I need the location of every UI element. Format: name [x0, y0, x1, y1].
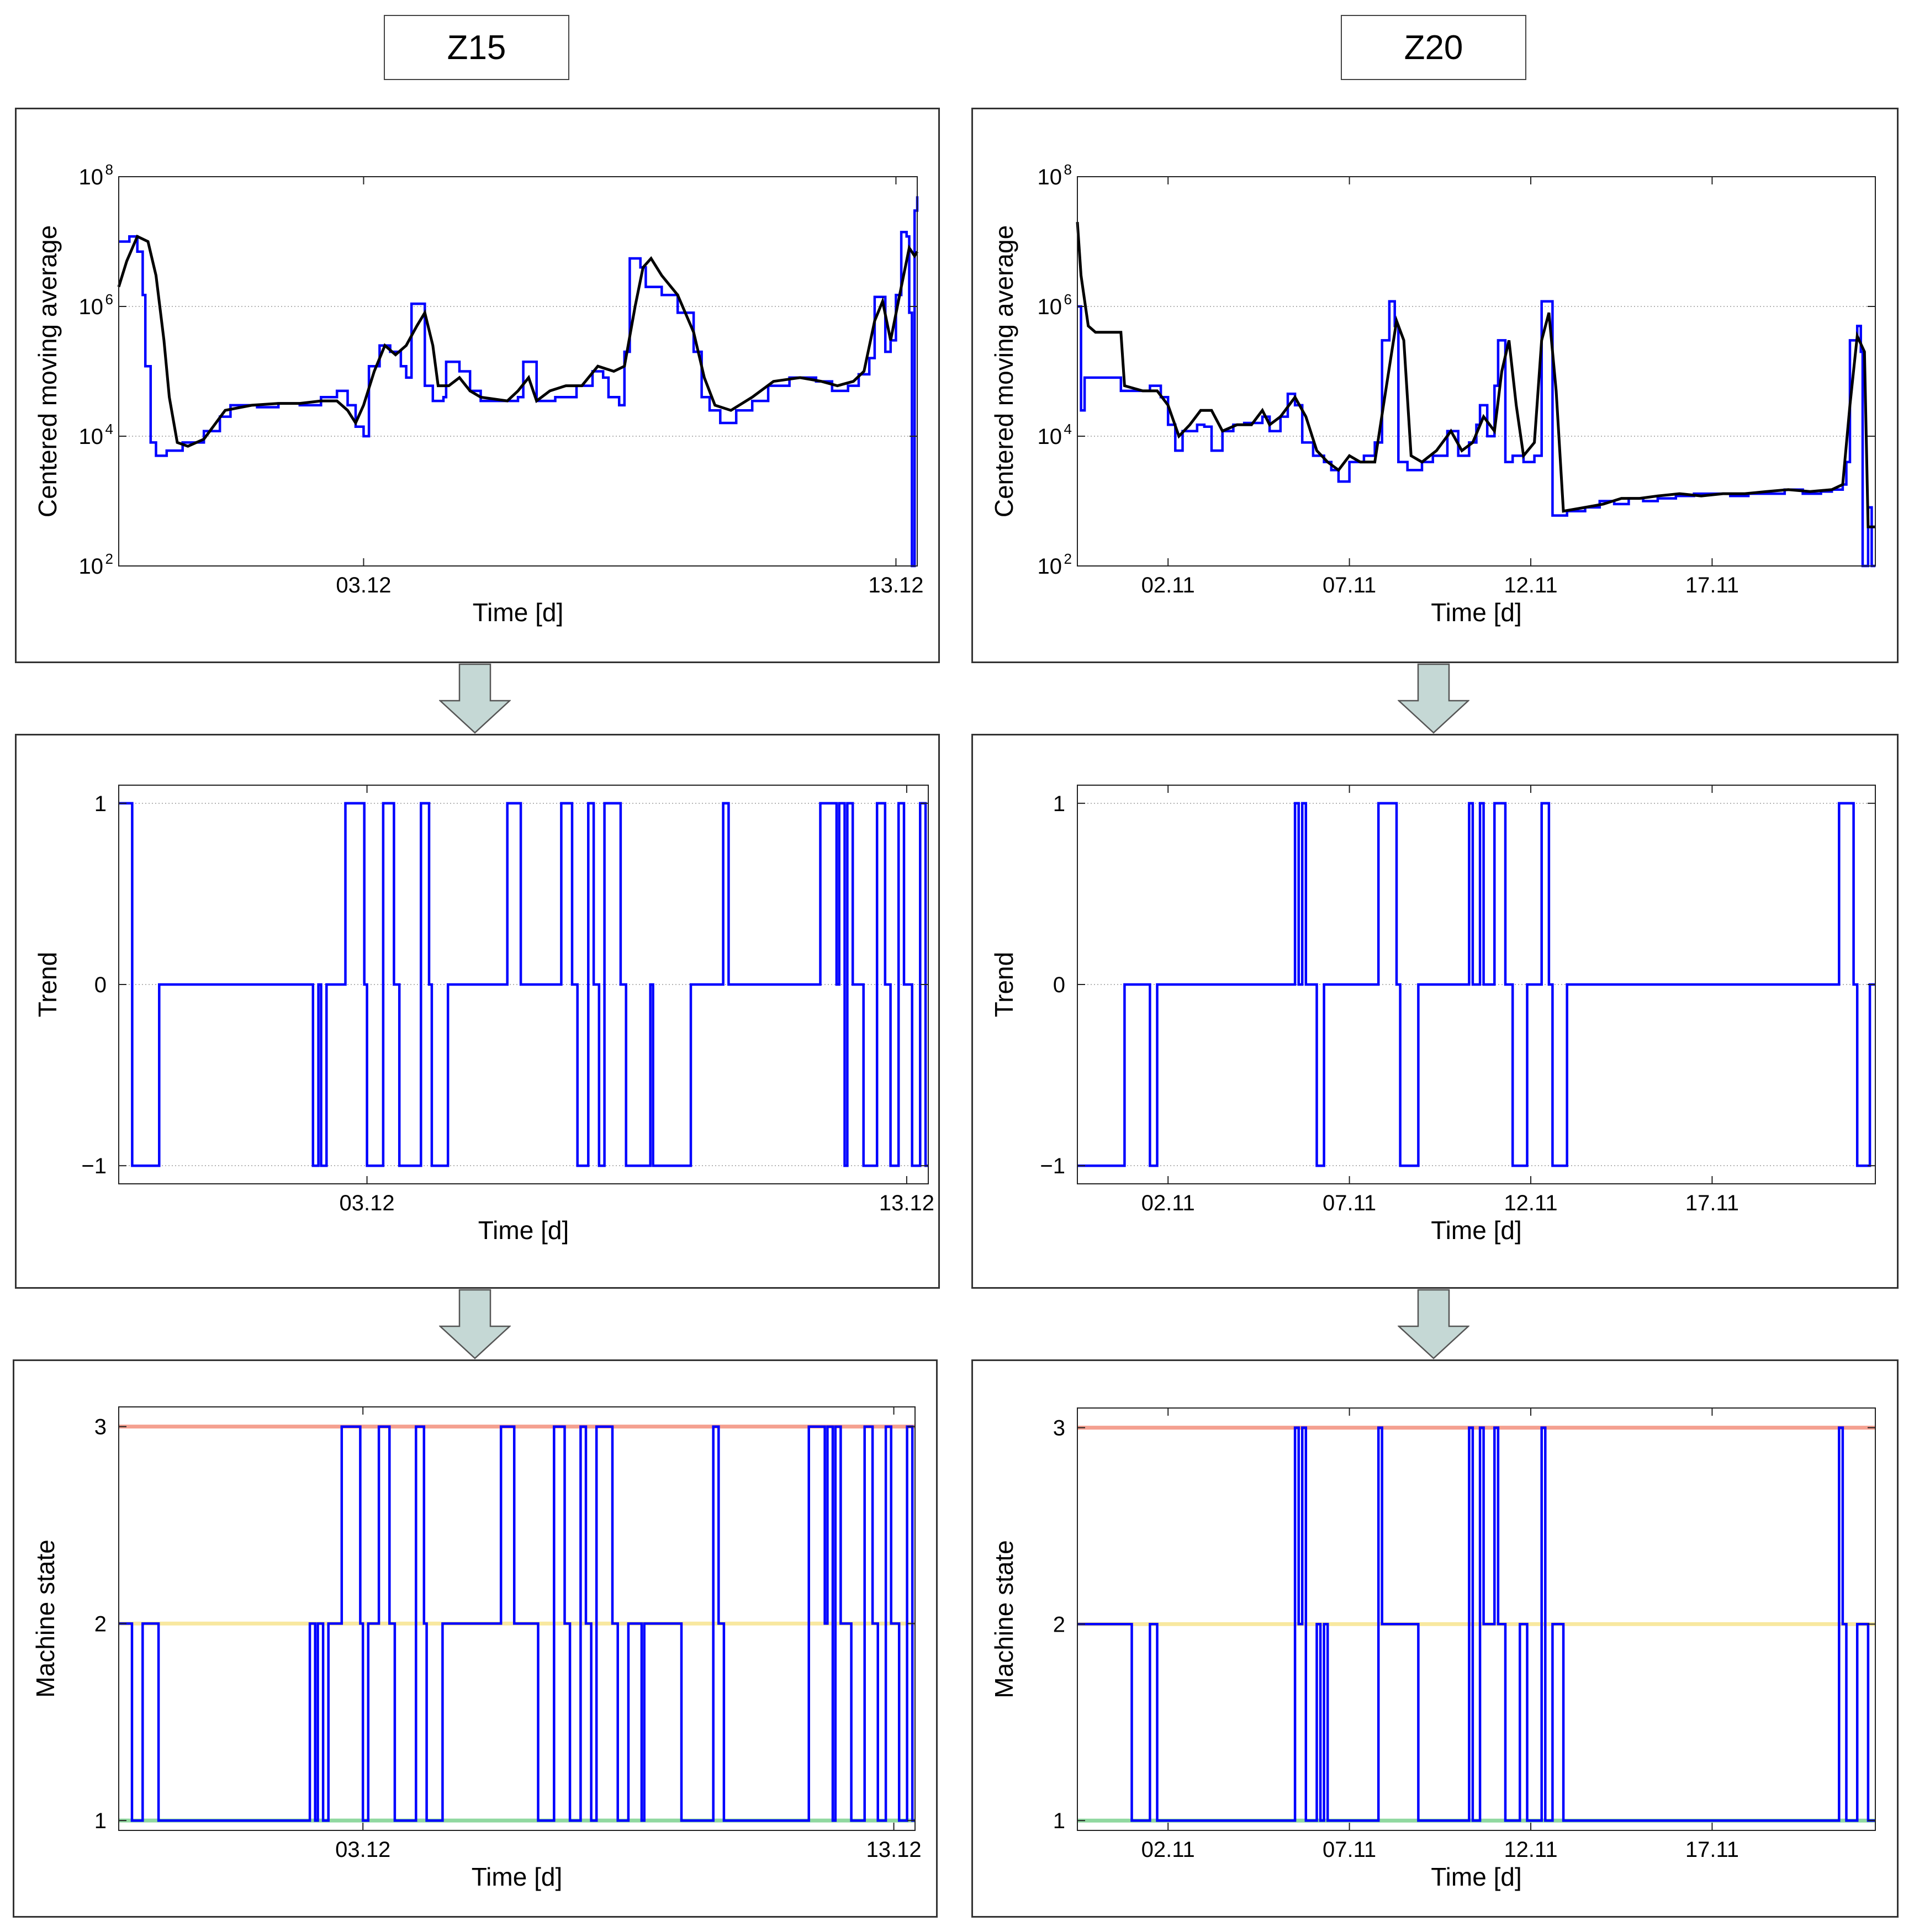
x-tick-label-1: 07.11 [1323, 1838, 1376, 1862]
y-tick-label-1: 10 [1038, 425, 1062, 449]
series-signal [1077, 802, 1875, 1167]
flow-arrow-z15-1 [439, 663, 511, 734]
panel-z20-cma: 10 2 10 4 10 6 10 8 02.11 07.11 12.11 17.11 Time [d]… [971, 108, 1899, 663]
y-tick-exponent-2: 6 [1064, 291, 1072, 308]
y-tick-label-1: 2 [1053, 1612, 1065, 1637]
chart-z20-trend: −1 0 1 02.11 07.11 12.11 17.11 Time [d] Trend [990, 785, 1876, 1245]
y-tick-label-2: 1 [94, 792, 107, 816]
y-tick-label-0: 1 [94, 1809, 107, 1833]
y-tick-label-1: 10 [79, 425, 104, 449]
panel-z15-trend: −1 0 1 03.12 13.12 Time [d] Trend [15, 734, 940, 1289]
series-smooth [117, 234, 919, 448]
flow-arrow-z15-2 [439, 1289, 511, 1359]
flow-arrow-z20-1 [1398, 663, 1469, 734]
y-tick-label-1: 2 [94, 1612, 107, 1636]
y-tick-label-3: 10 [1038, 165, 1062, 189]
y-tick-exponent-0: 2 [1064, 551, 1072, 567]
y-axis-label: Centered moving average [990, 225, 1018, 517]
flow-arrow-z15-2-shape [439, 1289, 511, 1359]
x-axis-label: Time [d] [472, 1862, 562, 1891]
y-tick-exponent-3: 8 [1064, 161, 1072, 178]
y-tick-exponent-0: 2 [105, 551, 113, 567]
flow-arrow-z20-1-shape [1398, 663, 1469, 734]
plot-area-frame [118, 1406, 916, 1831]
panel-z20-state: 1 2 3 02.11 07.11 12.11 17.11 Time [d] Machine s… [971, 1359, 1899, 1918]
y-tick-label-0: 10 [79, 554, 104, 579]
y-tick-label-0: 1 [1053, 1809, 1065, 1833]
y-tick-exponent-1: 4 [1064, 421, 1072, 437]
y-tick-label-2: 1 [1053, 792, 1065, 816]
x-axis-label: Time [d] [1431, 1216, 1521, 1245]
x-axis-label: Time [d] [473, 598, 563, 627]
y-tick-label-2: 10 [79, 295, 104, 319]
x-tick-label-1: 13.12 [868, 573, 923, 597]
x-tick-label-0: 03.12 [335, 1838, 390, 1862]
x-tick-label-1: 07.11 [1323, 1191, 1376, 1215]
y-tick-label-2: 3 [94, 1415, 107, 1439]
x-tick-label-1: 13.12 [866, 1838, 921, 1862]
y-axis-label: Machine state [990, 1540, 1018, 1698]
chart-z15-state: 1 2 3 03.12 13.12 Time [d] Machine state [31, 1406, 922, 1891]
y-axis-label: Trend [33, 952, 62, 1017]
y-tick-label-0: −1 [81, 1154, 107, 1178]
x-tick-label-0: 02.11 [1141, 573, 1195, 597]
flow-arrow-z20-2 [1398, 1289, 1469, 1359]
x-axis-label: Time [d] [1431, 598, 1521, 627]
column-title-z20-text: Z20 [1404, 28, 1463, 67]
y-tick-exponent-2: 6 [105, 291, 113, 308]
series-signal [1077, 1426, 1875, 1822]
series-signal [119, 802, 928, 1167]
y-tick-label-2: 10 [1038, 295, 1062, 319]
chart-z20-state: 1 2 3 02.11 07.11 12.11 17.11 Time [d] Machine s… [990, 1407, 1876, 1891]
column-title-z15: Z15 [384, 15, 569, 80]
panel-z15-cma: 10 2 10 4 10 6 10 8 03.12 13.12 Time [d] Centered m… [15, 108, 940, 663]
y-tick-exponent-3: 8 [105, 161, 113, 178]
y-tick-label-2: 3 [1053, 1416, 1065, 1441]
x-tick-label-0: 03.12 [336, 573, 391, 597]
x-axis-label: Time [d] [478, 1216, 569, 1245]
x-tick-label-2: 12.11 [1504, 573, 1557, 597]
y-axis-label: Trend [990, 952, 1018, 1017]
column-title-z15-text: Z15 [447, 28, 506, 67]
x-tick-label-1: 07.11 [1323, 573, 1376, 597]
chart-z15-trend: −1 0 1 03.12 13.12 Time [d] Trend [33, 785, 934, 1245]
x-tick-label-1: 13.12 [879, 1191, 934, 1215]
y-axis-label: Centered moving average [33, 225, 62, 517]
x-tick-label-0: 02.11 [1141, 1838, 1195, 1862]
y-axis-label: Machine state [31, 1539, 60, 1697]
x-tick-label-2: 12.11 [1504, 1838, 1557, 1862]
x-tick-label-3: 17.11 [1685, 1191, 1739, 1215]
series-smooth [1076, 221, 1875, 528]
x-tick-label-3: 17.11 [1685, 573, 1739, 597]
flow-arrow-z20-2-shape [1398, 1289, 1469, 1359]
y-tick-exponent-1: 4 [105, 421, 113, 437]
x-tick-label-3: 17.11 [1685, 1838, 1739, 1862]
plot-area-frame [1077, 176, 1876, 567]
x-tick-label-0: 03.12 [340, 1191, 395, 1215]
y-tick-label-0: −1 [1040, 1154, 1065, 1178]
panel-z15-state: 1 2 3 03.12 13.12 Time [d] Machine state [13, 1359, 938, 1918]
plot-area-frame [118, 176, 918, 567]
panel-z20-trend: −1 0 1 02.11 07.11 12.11 17.11 Time [d] Trend [971, 734, 1899, 1289]
flow-arrow-z15-1-shape [439, 663, 511, 734]
column-title-z20: Z20 [1341, 15, 1526, 80]
plot-area-frame [1077, 1407, 1876, 1831]
series-signal [119, 196, 919, 568]
y-tick-label-3: 10 [79, 165, 104, 189]
y-tick-label-0: 10 [1038, 554, 1062, 579]
y-tick-label-1: 0 [1053, 973, 1065, 997]
x-tick-label-0: 02.11 [1141, 1191, 1195, 1215]
series-signal [119, 1425, 915, 1822]
x-axis-label: Time [d] [1431, 1862, 1521, 1891]
y-tick-label-1: 0 [94, 973, 107, 997]
x-tick-label-2: 12.11 [1504, 1191, 1557, 1215]
